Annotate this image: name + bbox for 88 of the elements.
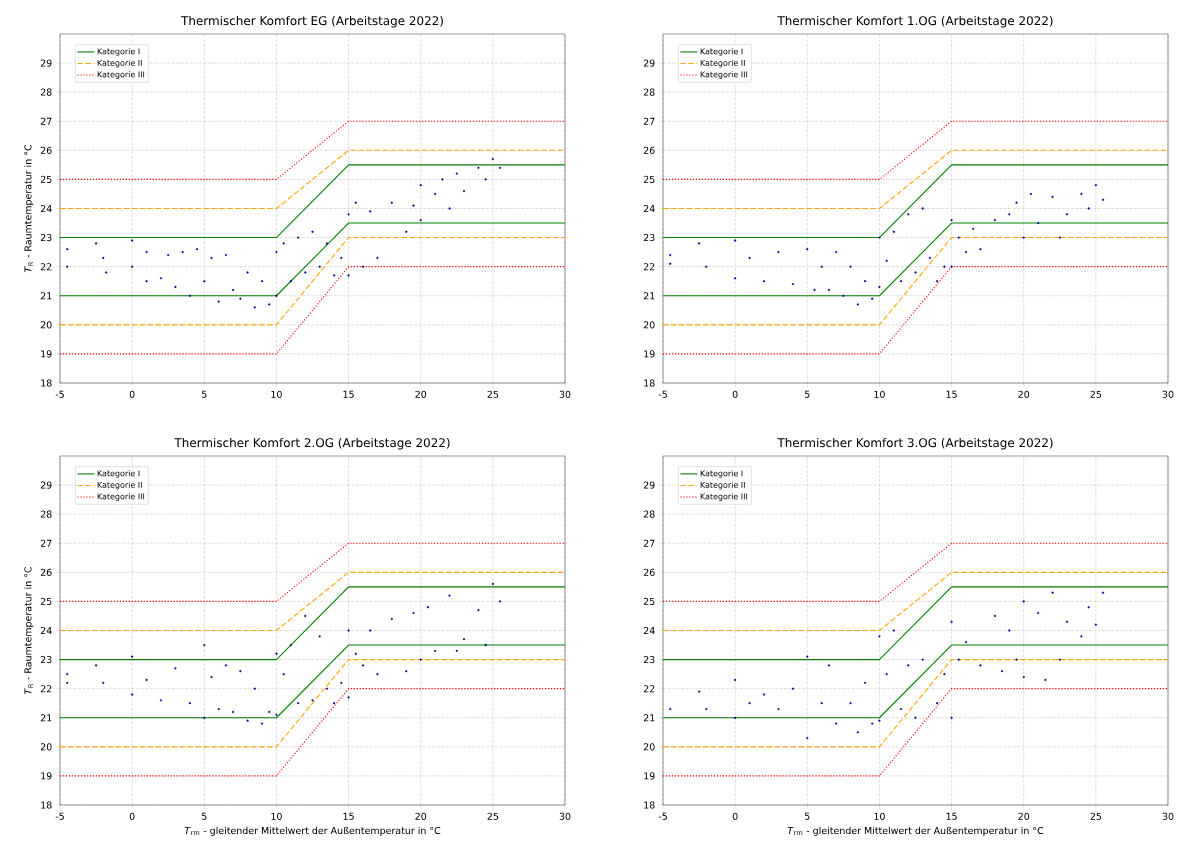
y-tick-label: 24: [643, 204, 655, 212]
x-tick-label: 10: [874, 390, 885, 398]
x-tick-label: 0: [732, 390, 738, 398]
y-tick-label: 21: [643, 714, 655, 722]
y-tick-label: 22: [643, 685, 655, 693]
y-tick-label: 29: [40, 481, 52, 489]
x-tick-label: 25: [1090, 812, 1102, 820]
x-tick-label: 30: [1162, 390, 1174, 398]
x-tick-label: 5: [805, 390, 810, 398]
x-tick-label: 15: [343, 812, 354, 820]
x-tick-label: 30: [559, 812, 571, 820]
x-tick-label: 0: [129, 390, 135, 398]
y-tick-label: 24: [40, 204, 52, 212]
x-tick-label: 20: [415, 390, 427, 398]
x-tick-label: 30: [1162, 812, 1174, 820]
y-tick-label: 28: [643, 88, 655, 96]
y-tick-label: 20: [643, 743, 655, 751]
y-tick-label: 26: [643, 146, 655, 154]
x-tick-label: 10: [271, 390, 282, 398]
y-tick-label: 29: [40, 59, 52, 67]
y-tick-label: 19: [644, 350, 655, 358]
y-tick-label: 23: [40, 233, 52, 242]
y-tick-label: 27: [643, 539, 655, 547]
y-tick-label: 19: [644, 772, 655, 780]
y-tick-label: 24: [40, 626, 52, 635]
x-tick-label: -5: [55, 812, 64, 820]
x-tick-label: 25: [487, 812, 499, 820]
chart-title: Thermischer Komfort 2.OG (Arbeitstage 2022): [174, 437, 450, 450]
y-tick-label: 27: [643, 117, 655, 125]
y-tick-label: 24: [643, 626, 655, 635]
y-tick-label: 26: [40, 146, 52, 154]
y-tick-label: 26: [40, 568, 52, 576]
x-tick-label: 10: [874, 812, 885, 820]
x-tick-label: 5: [202, 812, 207, 820]
x-tick-label: 15: [946, 390, 957, 398]
y-tick-label: 22: [643, 263, 655, 271]
x-tick-label: 5: [805, 812, 810, 820]
y-tick-label: 18: [644, 379, 655, 387]
y-tick-label: 27: [40, 117, 52, 125]
y-tick-label: 20: [643, 321, 655, 329]
y-tick-label: 20: [40, 743, 52, 751]
y-tick-label: 19: [41, 350, 52, 358]
y-tick-label: 23: [643, 656, 655, 664]
y-tick-label: 20: [40, 321, 52, 329]
x-tick-label: 30: [559, 390, 571, 398]
y-tick-label: 27: [40, 539, 52, 547]
y-tick-label: 18: [41, 379, 52, 387]
x-tick-label: 10: [271, 812, 282, 820]
x-tick-label: 20: [415, 812, 427, 820]
y-tick-label: 25: [40, 175, 52, 183]
x-tick-label: 15: [343, 390, 354, 398]
y-tick-label: 21: [643, 292, 655, 300]
y-tick-label: 25: [643, 175, 655, 183]
y-tick-label: 23: [40, 656, 52, 664]
y-tick-label: 29: [643, 59, 655, 67]
x-tick-label: 5: [202, 390, 207, 398]
y-tick-label: 26: [643, 568, 655, 576]
x-tick-label: 20: [1018, 390, 1030, 398]
x-tick-label: 15: [946, 812, 957, 820]
y-axis-title: T$_{R}$ - Raumtemperatur in °C: [24, 566, 34, 695]
y-tick-label: 21: [40, 292, 52, 300]
chart-title: Thermischer Komfort 1.OG (Arbeitstage 2022): [777, 15, 1053, 28]
y-tick-label: 28: [643, 510, 655, 518]
y-tick-label: 28: [40, 88, 52, 96]
x-tick-label: 20: [1018, 812, 1030, 820]
y-axis-title: T$_{R}$ - Raumtemperatur in °C: [24, 144, 34, 273]
y-tick-label: 29: [643, 481, 655, 489]
y-tick-label: 25: [643, 597, 655, 605]
x-tick-label: -5: [658, 812, 667, 820]
chart-title: Thermischer Komfort EG (Arbeitstage 2022): [181, 15, 443, 28]
y-tick-label: 23: [643, 233, 655, 242]
x-tick-label: -5: [658, 390, 667, 398]
chart-title: Thermischer Komfort 3.OG (Arbeitstage 2022): [777, 437, 1053, 450]
x-axis-title: T$_{rm}$ - gleitender Mittelwert der Außentemperatur in °C: [787, 826, 1044, 836]
y-tick-label: 18: [644, 801, 655, 809]
y-tick-label: 22: [40, 263, 52, 271]
y-tick-label: 19: [41, 772, 52, 780]
x-tick-label: 0: [732, 812, 738, 820]
y-tick-label: 22: [40, 685, 52, 693]
x-tick-label: -5: [55, 390, 64, 398]
x-tick-label: 0: [129, 812, 135, 820]
y-tick-label: 25: [40, 597, 52, 605]
y-tick-label: 21: [40, 714, 52, 722]
y-tick-label: 28: [40, 510, 52, 518]
x-tick-label: 25: [487, 390, 499, 398]
y-tick-label: 18: [41, 801, 52, 809]
x-tick-label: 25: [1090, 390, 1102, 398]
x-axis-title: T$_{rm}$ - gleitender Mittelwert der Außentemperatur in °C: [184, 826, 441, 836]
